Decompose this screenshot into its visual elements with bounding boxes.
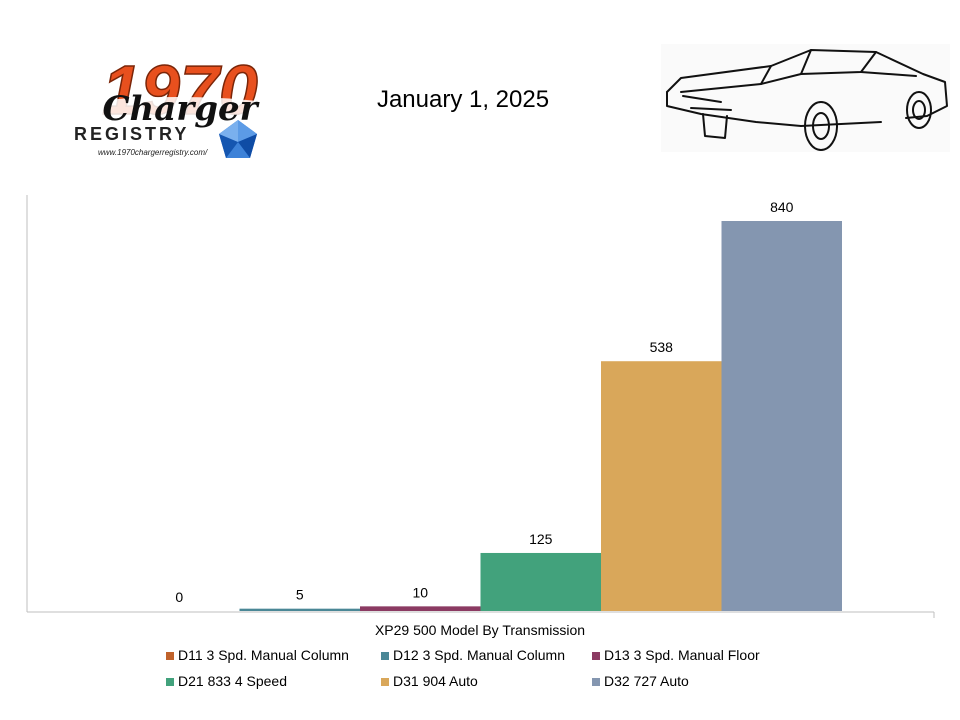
bar-value-label-2: 5: [296, 587, 304, 603]
pentastar-icon: [219, 120, 257, 158]
legend-label-4: D21 833 4 Speed: [178, 673, 287, 689]
legend-label-6: D32 727 Auto: [604, 673, 689, 689]
bar-value-label-6: 840: [770, 199, 794, 215]
legend-swatch-2: [381, 652, 389, 660]
charger-car-sketch: [661, 44, 950, 152]
bar-value-label-3: 10: [412, 584, 428, 600]
bar-3: [360, 606, 481, 611]
x-axis-category-label: XP29 500 Model By Transmission: [375, 622, 585, 638]
bar-value-label-1: 0: [175, 589, 183, 605]
legend-swatch-5: [381, 678, 389, 686]
legend-label-3: D13 3 Spd. Manual Floor: [604, 647, 760, 663]
legend-swatch-4: [166, 678, 174, 686]
logo-registry: REGISTRY: [74, 124, 189, 144]
legend-swatch-1: [166, 652, 174, 660]
bar-value-label-4: 125: [529, 531, 553, 547]
legend-label-2: D12 3 Spd. Manual Column: [393, 647, 565, 663]
bar-2: [239, 608, 360, 611]
legend-label-1: D11 3 Spd. Manual Column: [178, 647, 349, 663]
logo-script: Charger: [102, 89, 259, 129]
bar-value-label-5: 538: [650, 339, 674, 355]
legend-label-5: D31 904 Auto: [393, 673, 478, 689]
bar-4: [480, 552, 601, 611]
registry-logo: 1970 Charger REGISTRY www.1970chargerreg…: [67, 52, 287, 158]
report-date: January 1, 2025: [376, 86, 550, 113]
logo-url: www.1970chargerregistry.com/: [98, 148, 208, 157]
legend-swatch-3: [592, 652, 600, 660]
bar-5: [601, 361, 722, 611]
legend-swatch-6: [592, 678, 600, 686]
bar-6: [721, 221, 842, 611]
